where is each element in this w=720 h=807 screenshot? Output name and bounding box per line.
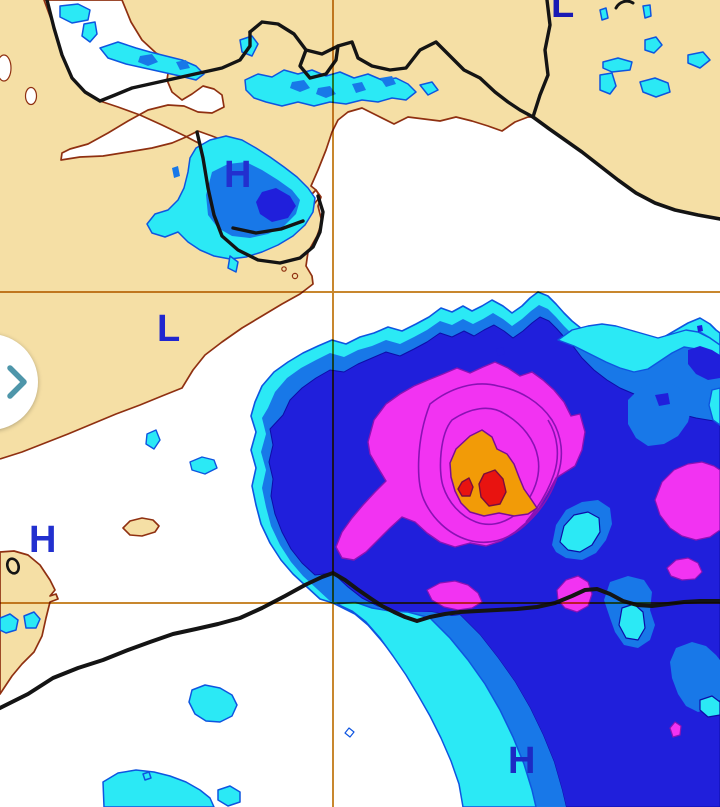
precipitation-layer: [0, 3, 720, 807]
border-layer: [0, 0, 720, 710]
chevron-right-icon: [7, 365, 27, 399]
